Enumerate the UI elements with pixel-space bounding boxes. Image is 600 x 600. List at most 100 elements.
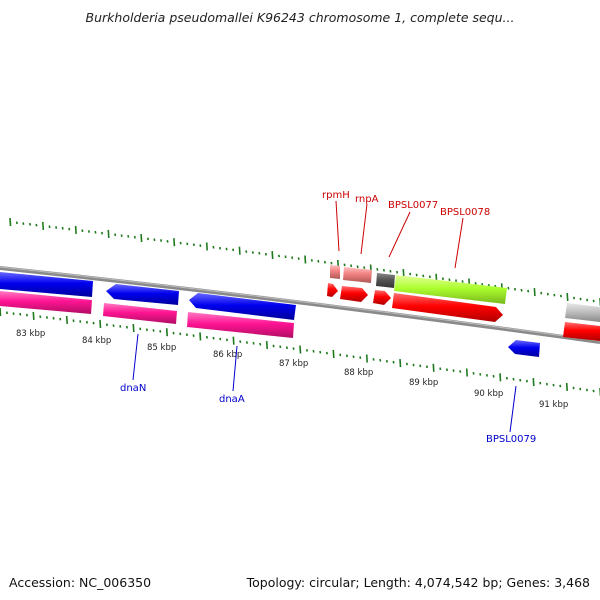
outer-track-minor-tick: [343, 263, 346, 267]
inner-track-minor-tick: [59, 317, 62, 321]
outer-track-minor-tick: [199, 244, 202, 247]
outer-track-minor-tick: [48, 225, 51, 229]
label-dnaA[interactable]: dnaA: [219, 394, 245, 405]
inner-track-minor-tick: [292, 347, 295, 350]
inner-track-minor-tick: [592, 389, 595, 393]
inner-track-minor-tick: [5, 311, 8, 315]
inner-track-minor-tick: [125, 325, 128, 329]
outer-track-minor-tick: [245, 250, 248, 253]
outer-track-minor-tick: [448, 278, 451, 282]
inner-track-minor-tick: [305, 349, 308, 352]
outer-track-minor-tick: [350, 264, 353, 268]
gene-right-red[interactable]: [563, 322, 600, 341]
gene-bpsl0079[interactable]: [508, 340, 540, 357]
label-rpmH[interactable]: rpmH: [322, 190, 350, 201]
outer-track-major-tick: [9, 217, 12, 227]
inner-track-minor-tick: [272, 344, 275, 348]
outer-tick-track: [9, 217, 600, 307]
gene-left-blue[interactable]: [0, 272, 93, 297]
label-bpsl0079[interactable]: BPSL0079: [486, 434, 536, 445]
inner-track-minor-tick: [12, 312, 15, 315]
outer-track-major-tick: [402, 269, 405, 278]
outer-track-minor-tick: [87, 230, 90, 233]
outer-track-minor-tick: [258, 251, 261, 255]
gene-bpsl0077[interactable]: [376, 273, 395, 288]
outer-track-minor-tick: [264, 252, 267, 256]
gene-rnpA[interactable]: [343, 267, 372, 283]
gene-rpmH[interactable]: [330, 265, 340, 279]
inner-track-minor-tick: [339, 353, 342, 357]
inner-track-minor-tick: [452, 369, 455, 372]
accession-text: Accession: NC_006350: [9, 575, 152, 590]
outer-track-minor-tick: [232, 248, 235, 252]
scale-label-87: 87 kbp: [279, 359, 308, 369]
inner-track-minor-tick: [372, 358, 375, 361]
inner-track-major-tick: [132, 323, 135, 333]
outer-track-minor-tick: [540, 291, 543, 295]
label-dnaN[interactable]: dnaN: [120, 383, 146, 394]
gene-dnaN[interactable]: [106, 284, 179, 305]
inner-track-minor-tick: [412, 363, 415, 367]
leader-bpsl0077: [388, 211, 411, 258]
outer-track-minor-tick: [179, 241, 182, 245]
gene-right-grey[interactable]: [565, 303, 600, 322]
outer-track-minor-tick: [192, 243, 195, 247]
gene-magenta-3[interactable]: [187, 312, 294, 338]
outer-track-minor-tick: [94, 230, 97, 234]
inner-track-minor-tick: [159, 330, 162, 333]
leader-bpsl0079: [509, 385, 517, 433]
label-bpsl0077[interactable]: BPSL0077: [388, 200, 438, 211]
inner-track-minor-tick: [545, 382, 548, 386]
inner-track-minor-tick: [539, 381, 542, 385]
leader-rnpA: [360, 203, 368, 255]
inner-track-minor-tick: [485, 374, 488, 377]
outer-track-minor-tick: [455, 279, 458, 282]
inner-track-minor-tick: [259, 342, 262, 346]
gene-small-red-2[interactable]: [340, 286, 368, 302]
scale-label-86: 86 kbp: [213, 350, 242, 360]
outer-track-minor-tick: [297, 257, 300, 260]
inner-track-minor-tick: [239, 340, 242, 343]
inner-track-minor-tick: [512, 377, 515, 381]
outer-track-minor-tick: [153, 238, 156, 242]
label-rnpA[interactable]: rnpA: [355, 194, 379, 205]
outer-track-minor-tick: [68, 227, 71, 231]
inner-track-minor-tick: [245, 341, 248, 344]
inner-track-major-tick: [432, 363, 435, 372]
outer-track-minor-tick: [35, 223, 38, 227]
inner-track-minor-tick: [179, 332, 182, 336]
gene-bpsl0078[interactable]: [394, 275, 507, 304]
outer-track-minor-tick: [61, 226, 64, 230]
inner-track-minor-tick: [172, 331, 175, 335]
outer-track-minor-tick: [28, 222, 31, 226]
label-bpsl0078[interactable]: BPSL0078: [440, 207, 490, 218]
inner-track-minor-tick: [505, 376, 508, 380]
outer-track-minor-tick: [389, 269, 392, 273]
outer-track-minor-tick: [186, 242, 189, 246]
inner-track-minor-tick: [419, 364, 422, 368]
topology-text: Topology: circular; Length: 4,074,542 bp…: [246, 575, 590, 590]
inner-track-minor-tick: [52, 316, 55, 320]
inner-track-minor-tick: [139, 327, 142, 331]
inner-track-major-tick: [499, 373, 502, 382]
inner-track-minor-tick: [459, 370, 462, 373]
outer-track-minor-tick: [251, 251, 254, 254]
outer-track-minor-tick: [428, 275, 431, 279]
outer-track-major-tick: [566, 292, 569, 302]
chromosome-backbone-highlight: [0, 266, 600, 342]
inner-track-minor-tick: [25, 313, 28, 317]
outer-track-major-tick: [533, 288, 536, 297]
gene-left-magenta[interactable]: [0, 291, 92, 314]
inner-track-major-tick: [232, 336, 235, 345]
map-title: Burkholderia pseudomallei K96243 chromos…: [85, 10, 515, 25]
gene-magenta-2[interactable]: [103, 303, 177, 324]
gene-small-red-1[interactable]: [327, 283, 338, 297]
gene-dnaA[interactable]: [189, 293, 296, 320]
outer-track-minor-tick: [225, 247, 228, 251]
gene-small-red-3[interactable]: [373, 290, 391, 305]
gene-large-red[interactable]: [392, 293, 503, 322]
inner-track-minor-tick: [79, 320, 82, 323]
inner-track-major-tick: [0, 307, 2, 317]
inner-track-minor-tick: [325, 351, 328, 355]
